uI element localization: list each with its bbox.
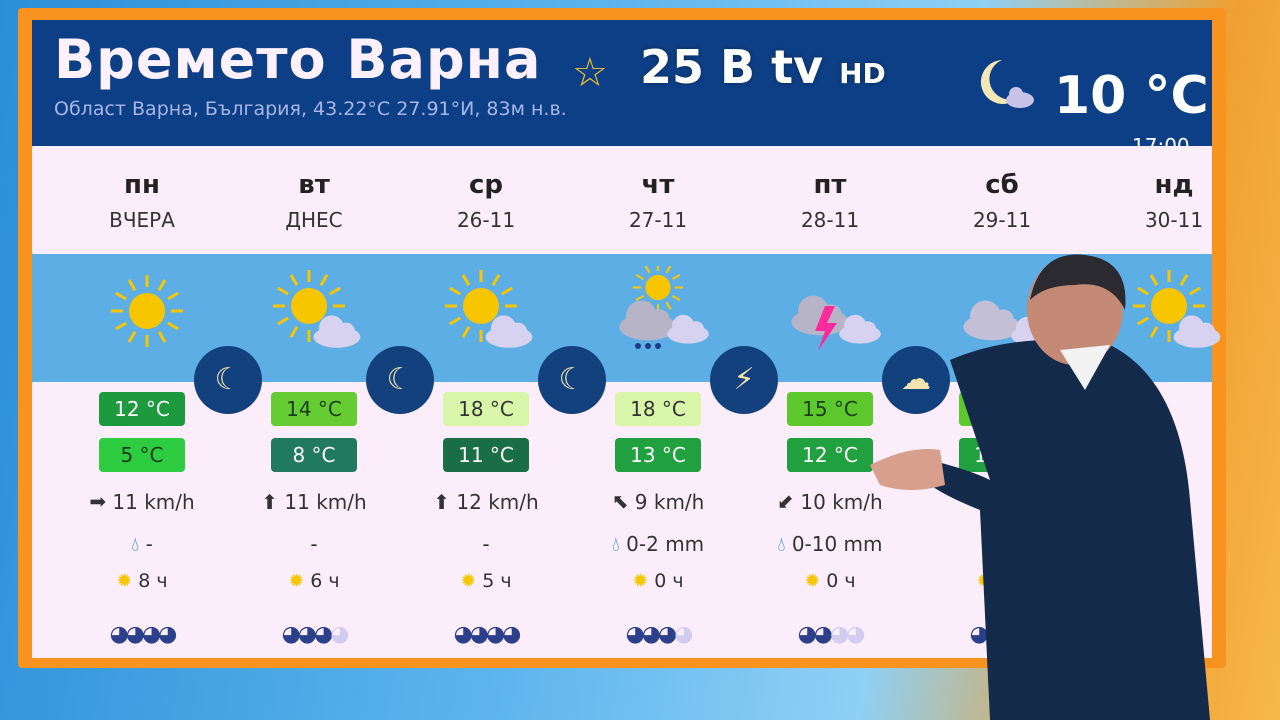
day-column-3[interactable]: чт 27-11 18 °C 13 °C ⬆ 9 km/h 💧︎ 0-2 mm …	[573, 146, 743, 658]
precipitation: 💧︎ 0-2 mm	[611, 532, 705, 556]
max-temp: 14 °C	[271, 392, 357, 426]
wind-speed: ⬆ 12 km/h	[433, 490, 539, 514]
sun-cloud-icon	[1133, 270, 1221, 348]
raindrop-icon: 💧︎	[131, 532, 140, 556]
cloud-rain-night-icon: ☁	[882, 346, 950, 414]
wind-direction-icon: ⬆	[605, 487, 635, 517]
thunder-night-icon: ⚡	[710, 346, 778, 414]
star-icon[interactable]: ☆	[572, 50, 608, 96]
max-temp: 15 °C	[787, 392, 873, 426]
moon-cloud-icon: ☾	[366, 346, 434, 414]
max-temp: 18 °C	[615, 392, 701, 426]
day-date: ВЧЕРА	[109, 208, 175, 232]
thunder-icon	[791, 295, 881, 351]
rating-icons: ◕◕◕◕	[453, 622, 522, 647]
rating-icons: ◕◕◕◕	[281, 622, 350, 647]
day-date: 27-11	[628, 208, 688, 232]
day-date: 29-11	[972, 208, 1032, 232]
day-name: сб	[985, 170, 1019, 200]
day-name: нд	[1154, 170, 1194, 200]
day-date: 28-11	[800, 208, 860, 232]
day-date: ДНЕС	[285, 208, 343, 232]
channel-logo: 25 B tv HD	[640, 40, 886, 94]
wind-direction-icon: ⬆	[433, 490, 451, 514]
sun-icon: ✹	[116, 570, 133, 592]
header: Времето Варна ☆ Област Варна, България, …	[32, 20, 1212, 158]
min-temp: 12 °C	[787, 438, 873, 472]
presenter	[870, 254, 1210, 720]
day-date: 30-11	[1144, 208, 1204, 232]
min-temp: 5 °C	[99, 438, 185, 472]
max-temp: 12 °C	[99, 392, 185, 426]
day-date: 26-11	[456, 208, 516, 232]
day-column-2[interactable]: ср 26-11 18 °C 11 °C ⬆ 12 km/h - ✹ 5 ч ◕…	[401, 146, 571, 658]
wind-speed: ⬆ 9 km/h	[605, 487, 705, 517]
day-column-1[interactable]: вт ДНЕС 14 °C 8 °C ⬆ 11 km/h - ✹ 6 ч ◕◕◕…	[229, 146, 399, 658]
cloud-rain-icon	[619, 266, 709, 349]
day-name: вт	[298, 170, 330, 200]
sunshine-hours: ✹ 8 ч	[116, 570, 168, 592]
rating-icons: ◕◕◕◕	[625, 622, 694, 647]
sun-icon: ✹	[632, 570, 649, 592]
sun-cloud-icon	[273, 270, 361, 348]
wind-direction-icon: ⬆	[85, 493, 110, 511]
logo-suffix: HD	[839, 57, 886, 90]
day-name: пт	[813, 170, 847, 200]
sunshine-hours: ✹ 0 ч	[804, 570, 856, 592]
day-column-0[interactable]: пн ВЧЕРА 12 °C 5 °C ⬆ 11 km/h 💧︎ - ✹ 8 ч…	[57, 146, 227, 658]
wind-direction-icon: ⬆	[261, 490, 279, 514]
precipitation: -	[310, 532, 318, 556]
moon-cloud-icon: ☾	[538, 346, 606, 414]
precipitation: -	[482, 532, 490, 556]
wind-speed: ⬆ 10 km/h	[771, 487, 883, 517]
sunshine-hours: ✹ 5 ч	[460, 570, 512, 592]
rating-icons: ◕◕◕◕	[109, 622, 178, 647]
logo-text: 25 B tv	[640, 40, 824, 94]
max-temp: 18 °C	[443, 392, 529, 426]
day-column-4[interactable]: пт 28-11 15 °C 12 °C ⬆ 10 km/h 💧︎ 0-10 m…	[745, 146, 915, 658]
sun-icon: ✹	[804, 570, 821, 592]
sun-icon	[111, 275, 183, 347]
day-name: пн	[124, 170, 160, 200]
moon-cloud-icon	[980, 60, 1034, 108]
day-name: ср	[468, 170, 504, 200]
wind-speed: ⬆ 11 km/h	[261, 490, 367, 514]
sunshine-hours: ✹ 6 ч	[288, 570, 340, 592]
day-column-6[interactable]: нд 30-11	[1089, 146, 1259, 658]
page-title: Времето Варна	[54, 28, 542, 91]
wind-speed: ⬆ 11 km/h	[85, 490, 195, 514]
min-temp: 11 °C	[443, 438, 529, 472]
rating-icons: ◕◕◕◕	[797, 622, 866, 647]
precipitation: 💧︎ -	[131, 532, 153, 556]
raindrop-icon: 💧︎	[777, 532, 786, 556]
raindrop-icon: 💧︎	[611, 532, 620, 556]
current-temperature: 10 °C	[1054, 66, 1209, 126]
wind-direction-icon: ⬆	[771, 487, 801, 517]
moon-cloud-icon: ☾	[194, 346, 262, 414]
sunshine-hours: ✹ 0 ч	[632, 570, 684, 592]
sun-icon: ✹	[460, 570, 477, 592]
min-temp: 13 °C	[615, 438, 701, 472]
min-temp: 8 °C	[271, 438, 357, 472]
precipitation: 💧︎ 0-10 mm	[777, 532, 883, 556]
sun-cloud-icon	[445, 270, 533, 348]
location-subtitle: Област Варна, България, 43.22°С 27.91°И,…	[54, 98, 567, 120]
day-name: чт	[641, 170, 675, 200]
sun-icon: ✹	[288, 570, 305, 592]
